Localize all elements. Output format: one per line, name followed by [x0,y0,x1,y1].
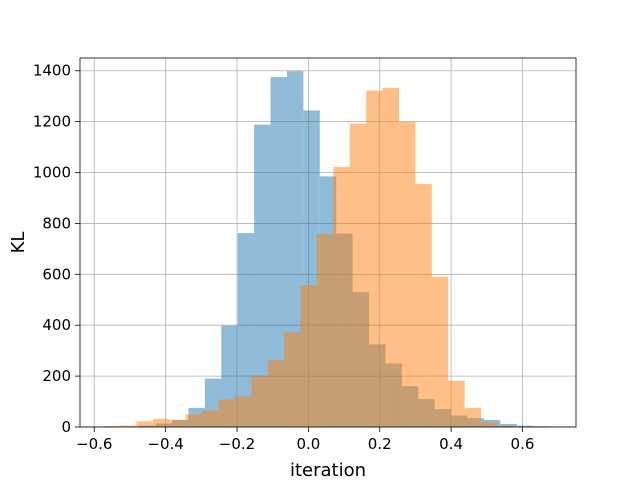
histogram-bar-series-2 [382,88,400,428]
histogram-bar-series-2 [119,425,137,427]
histogram-bar-series-2 [300,284,317,427]
histogram-bar-series-2 [234,396,252,427]
histogram-bar-series-1 [237,233,255,427]
y-tick-label: 1000 [33,164,71,182]
y-tick-label: 800 [42,214,71,232]
histogram-bar-series-2 [185,414,203,427]
histogram-bar-series-1 [254,124,271,427]
histogram-bar-series-1 [270,77,287,427]
x-tick-label: 0.4 [439,435,463,453]
histogram-bar-series-2 [251,376,268,427]
histogram-bar-series-2 [399,121,416,427]
x-tick-label: 0.0 [296,435,320,453]
histogram-bar-series-2 [415,183,432,427]
histogram-bar-series-2 [169,419,186,427]
histogram-bar-series-2 [349,123,367,427]
x-axis-label: iteration [290,460,366,480]
histogram-bar-series-1 [500,423,517,427]
y-tick-label: 200 [42,367,71,385]
histogram-bar-series-2 [431,276,449,427]
y-tick-label: 1200 [33,113,71,131]
histogram-bar-series-2 [366,90,383,427]
histogram-bar-series-2 [218,399,235,427]
x-tick-label: −0.4 [147,435,183,453]
histogram-bar-series-2 [202,410,219,427]
histogram-bars [103,71,550,428]
x-tick-label: 0.2 [368,435,392,453]
histogram-bar-series-1 [516,425,534,427]
x-tick-label: 0.6 [511,435,535,453]
histogram-bar-series-2 [284,332,301,427]
axis-ticks: −0.6 −0.4 −0.2 0.0 0.2 0.4 0.6 0 200 400 600 800 100… [33,62,535,453]
histogram-bar-series-2 [152,418,170,427]
histogram-bar-series-2 [497,425,514,427]
y-tick-label: 400 [42,316,71,334]
histogram-bar-series-2 [481,422,498,427]
y-axis-label: KL [8,232,29,254]
plot-frame [79,57,577,428]
histogram-bar-series-2 [316,234,334,427]
y-tick-label: 1400 [33,62,71,80]
y-tick-label: 600 [42,265,71,283]
y-tick-label: 0 [61,418,71,436]
histogram-bar-series-2 [103,425,120,427]
histogram-bar-series-2 [333,166,350,427]
histogram-bar-series-2 [464,407,482,427]
histogram-bar-series-2 [267,360,285,427]
histogram-bar-series-2 [448,380,465,427]
x-tick-label: −0.2 [219,435,255,453]
x-tick-label: −0.6 [76,435,112,453]
histogram-bar-series-2 [136,421,153,427]
